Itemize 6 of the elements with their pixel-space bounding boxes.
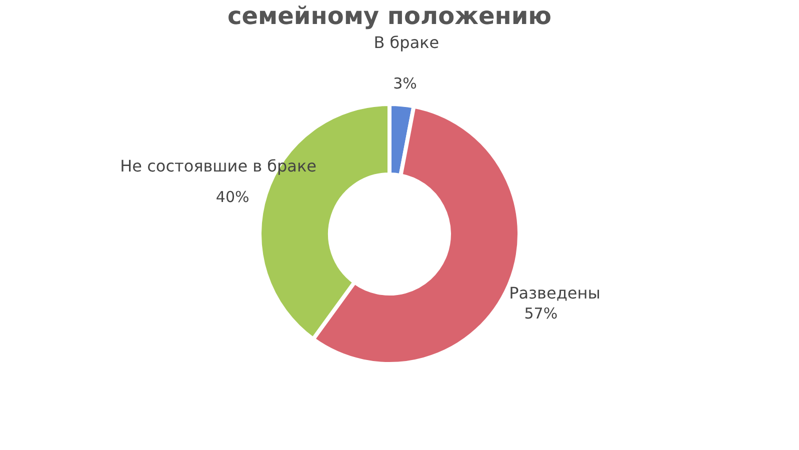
data-label: 3% xyxy=(393,74,417,93)
chart-title: семейному положению xyxy=(228,2,552,30)
slice-label: Разведены xyxy=(509,283,600,302)
slice-label: В браке xyxy=(374,32,440,52)
data-label: 40% xyxy=(216,188,250,206)
data-label: 57% xyxy=(524,304,558,323)
